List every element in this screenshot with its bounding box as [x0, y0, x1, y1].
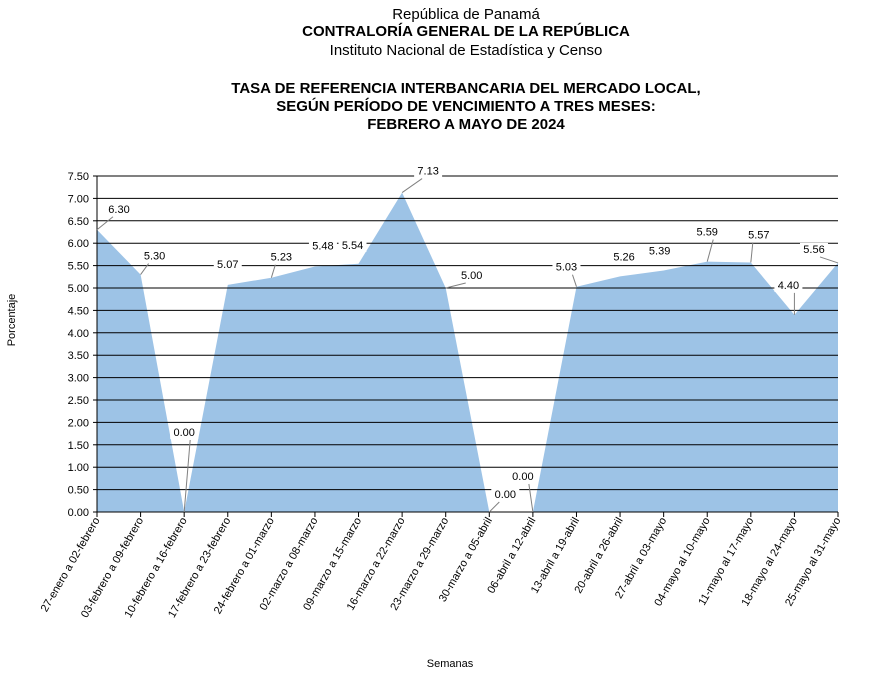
y-tick-label: 3.50 — [68, 350, 89, 362]
data-label-leader — [96, 216, 114, 231]
y-tick-label: 2.50 — [68, 395, 89, 407]
y-tick-label: 3.00 — [68, 373, 89, 385]
y-tick-label: 6.00 — [68, 238, 89, 250]
data-label-leader — [750, 242, 754, 263]
y-axis-label: Porcentaje — [6, 293, 18, 347]
x-tick-label: 20-abril a 26-abril — [572, 516, 625, 596]
data-label: 0.00 — [173, 427, 194, 439]
data-label: 5.00 — [461, 270, 482, 282]
x-axis-label: Semanas — [426, 658, 474, 670]
data-label-bg — [491, 488, 520, 501]
data-label-bg — [457, 269, 486, 282]
data-label: 4.40 — [778, 280, 799, 292]
data-label-bg — [744, 228, 773, 242]
header-institute: Instituto Nacional de Estadística y Cens… — [329, 42, 603, 59]
data-label-leader — [488, 501, 500, 513]
data-label-leader — [528, 483, 534, 513]
data-label-leader — [819, 256, 839, 264]
y-tick-label: 7.00 — [68, 193, 89, 205]
y-tick-label: 5.00 — [68, 283, 89, 295]
data-label: 5.57 — [748, 229, 769, 241]
data-label-bg — [267, 250, 296, 264]
data-label-leader — [706, 239, 714, 262]
data-label: 5.56 — [803, 244, 824, 256]
chart-title-line-3: FEBRERO A MAYO DE 2024 — [367, 116, 565, 133]
data-label-bg — [140, 249, 169, 263]
data-label-leader — [183, 439, 191, 513]
data-label-bg — [308, 239, 337, 253]
data-label-leader — [270, 264, 276, 278]
y-tick-label: 5.50 — [68, 261, 89, 273]
data-label: 5.39 — [649, 246, 670, 258]
data-label-bg — [693, 225, 722, 239]
series-area — [97, 192, 838, 512]
data-label: 5.30 — [144, 251, 165, 263]
data-label-leader — [401, 178, 423, 193]
data-label: 5.54 — [342, 240, 363, 252]
data-label-bg — [105, 202, 133, 216]
data-label-leader — [571, 274, 577, 287]
data-label: 6.30 — [108, 204, 129, 216]
y-tick-label: 0.00 — [68, 507, 89, 519]
y-tick-label: 1.50 — [68, 440, 89, 452]
y-tick-label: 0.50 — [68, 485, 89, 497]
data-label-bg — [414, 164, 443, 178]
data-label-bg — [774, 278, 803, 292]
data-label-bg — [508, 470, 537, 483]
data-label-bg — [213, 257, 242, 271]
chart-title-line-1: TASA DE REFERENCIA INTERBANCARIA DEL MER… — [231, 80, 701, 97]
x-tick-label: 06-abril a 12-abril — [485, 516, 538, 596]
data-label: 5.26 — [613, 251, 634, 263]
data-label: 5.23 — [271, 252, 292, 264]
data-label-bg — [610, 250, 639, 264]
y-tick-label: 4.00 — [68, 328, 89, 340]
y-tick-label: 6.50 — [68, 216, 89, 228]
y-tick-label: 2.00 — [68, 417, 89, 429]
x-tick-label: 13-abril a 19-abril — [529, 516, 582, 596]
data-label-bg — [338, 238, 367, 252]
y-tick-label: 1.00 — [68, 462, 89, 474]
data-label-bg — [800, 242, 828, 256]
data-label: 5.03 — [556, 262, 577, 274]
data-label-leader — [140, 263, 149, 275]
data-label-leader — [445, 282, 466, 289]
data-label: 5.48 — [312, 240, 333, 252]
data-label: 0.00 — [495, 489, 516, 501]
data-label-bg — [170, 426, 199, 439]
chart-title-line-2: SEGÚN PERÍODO DE VENCIMIENTO A TRES MESE… — [276, 98, 656, 115]
data-label: 5.07 — [217, 259, 238, 271]
data-label-bg — [552, 260, 581, 274]
data-label-bg — [645, 244, 674, 258]
data-label: 5.59 — [697, 227, 718, 239]
data-label: 0.00 — [512, 471, 533, 483]
y-tick-label: 7.50 — [68, 171, 89, 183]
header-country: República de Panamá — [392, 6, 540, 23]
header-institution: CONTRALORÍA GENERAL DE LA REPÚBLICA — [302, 23, 630, 40]
y-tick-label: 4.50 — [68, 305, 89, 317]
data-label: 7.13 — [417, 166, 438, 178]
